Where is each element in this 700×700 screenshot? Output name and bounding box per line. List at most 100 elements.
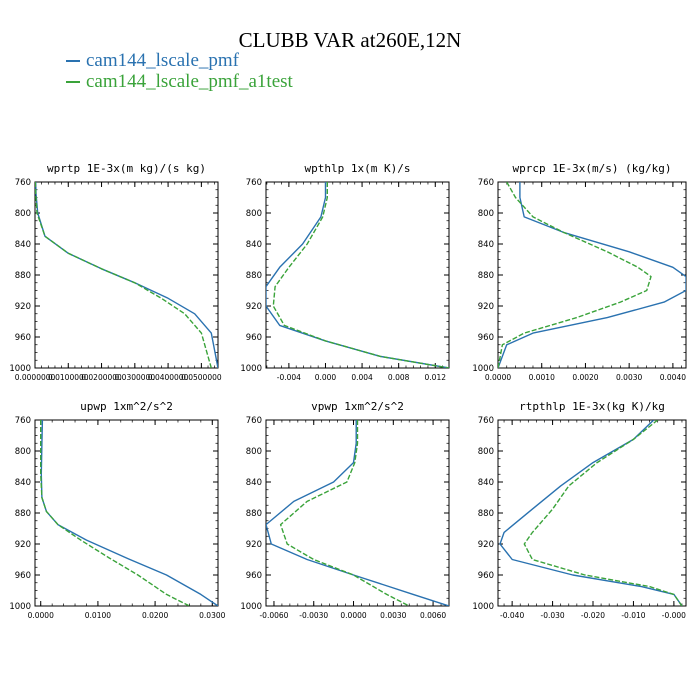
series-line-1 (498, 182, 686, 368)
y-tick-label: 1000 (240, 364, 262, 374)
y-tick-label: 960 (246, 571, 262, 581)
y-tick-label: 960 (15, 333, 31, 343)
y-tick-label: 880 (15, 271, 31, 281)
x-tick-label: 0.0060 (420, 611, 446, 620)
y-tick-label: 880 (15, 509, 31, 519)
plot-frame (34, 419, 219, 607)
x-tick-label: -0.040 (500, 611, 524, 620)
y-tick-label: 960 (478, 333, 494, 343)
y-tick-label: 840 (478, 478, 494, 488)
legend: cam144_lscale_pmf cam144_lscale_pmf_a1te… (66, 50, 293, 92)
plot-frame (265, 181, 450, 369)
x-tick-label: -0.020 (581, 611, 605, 620)
y-tick-label: 800 (246, 209, 262, 219)
series-line-1 (266, 182, 449, 368)
series-line-2 (35, 182, 212, 368)
x-tick-label: 0.0040 (660, 373, 686, 382)
x-tick-label: 0.0030 (380, 611, 406, 620)
y-tick-label: 880 (478, 271, 494, 281)
panel-title: wprtp 1E-3x(m kg)/(s kg) (47, 162, 206, 175)
x-tick-label: 0.0500000 (181, 373, 222, 382)
x-tick-label: 0.0200000 (81, 373, 122, 382)
series-line-1 (499, 420, 683, 606)
x-tick-label: 0.012 (425, 373, 447, 382)
y-tick-label: 840 (15, 240, 31, 250)
y-tick-label: 960 (15, 571, 31, 581)
x-tick-label: -0.0030 (299, 611, 328, 620)
y-tick-label: 1000 (9, 364, 31, 374)
x-tick-label: 0.0300000 (115, 373, 156, 382)
y-tick-label: 880 (246, 271, 262, 281)
y-tick-label: 840 (478, 240, 494, 250)
y-tick-label: 1000 (472, 602, 494, 612)
y-tick-label: 800 (478, 447, 494, 457)
x-tick-label: -0.010 (621, 611, 645, 620)
y-tick-label: 760 (478, 416, 494, 426)
x-tick-label: 0.0400000 (148, 373, 189, 382)
panel-2: wpthlp 1x(m K)/s 760 800 840 880 920 960 1000 -0… (240, 162, 450, 382)
y-tick-label: 920 (15, 302, 31, 312)
x-tick-label: 0.0100000 (48, 373, 89, 382)
panel-6: rtpthlp 1E-3x(kg K)/kg 760 800 840 880 920 960… (472, 400, 687, 620)
y-tick-label: 760 (478, 178, 494, 188)
legend-label-1: cam144_lscale_pmf (86, 50, 240, 71)
x-tick-label: -0.000 (662, 611, 686, 620)
plot-frame (34, 181, 219, 369)
y-tick-label: 920 (246, 302, 262, 312)
x-tick-label: -0.0060 (259, 611, 288, 620)
y-tick-label: 1000 (240, 602, 262, 612)
y-tick-label: 880 (478, 509, 494, 519)
panel-title: upwp 1xm^2/s^2 (80, 400, 173, 413)
x-tick-label: 0.008 (388, 373, 410, 382)
y-tick-label: 840 (246, 478, 262, 488)
panel-title: wpthlp 1x(m K)/s (305, 162, 411, 175)
series-line-2 (498, 182, 652, 368)
y-tick-label: 1000 (472, 364, 494, 374)
y-tick-label: 1000 (9, 602, 31, 612)
x-tick-label: 0.000 (315, 373, 337, 382)
series-line-1 (40, 420, 218, 606)
y-tick-label: 920 (478, 302, 494, 312)
series-line-1 (266, 420, 449, 606)
legend-line-1 (66, 59, 80, 62)
x-tick-label: 0.0000 (340, 611, 366, 620)
panel-5: vpwp 1xm^2/s^27608008408809209601000-0.0… (240, 400, 450, 620)
panel-title: rtpthlp 1E-3x(kg K)/kg (519, 400, 665, 413)
panel-3: wprcp 1E-3x(m/s) (kg/kg) 760 800 840 880 920 9… (472, 162, 687, 382)
legend-item-1: cam144_lscale_pmf (66, 50, 293, 71)
y-tick-label: 760 (246, 178, 262, 188)
y-tick-label: 960 (246, 333, 262, 343)
x-tick-label: 0.0010 (529, 373, 555, 382)
y-tick-label: 840 (246, 240, 262, 250)
x-tick-label: 0.0020 (572, 373, 598, 382)
y-tick-label: 840 (15, 478, 31, 488)
y-tick-label: 800 (478, 209, 494, 219)
series-line-2 (279, 420, 410, 606)
y-tick-label: 920 (15, 540, 31, 550)
x-tick-label: 0.0100 (85, 611, 111, 620)
series-line-2 (40, 420, 190, 606)
panel-title: vpwp 1xm^2/s^2 (311, 400, 404, 413)
legend-label-2: cam144_lscale_pmf_a1test (86, 71, 293, 92)
y-tick-label: 960 (478, 571, 494, 581)
y-tick-label: 920 (478, 540, 494, 550)
figure-title: CLUBB VAR at260E,12N (238, 28, 462, 52)
y-tick-label: 800 (15, 209, 31, 219)
x-tick-label: -0.004 (277, 373, 301, 382)
panel-title: wprcp 1E-3x(m/s) (kg/kg) (513, 162, 672, 175)
x-tick-label: 0.0030 (616, 373, 642, 382)
x-tick-label: 0.0300 (199, 611, 225, 620)
series-line-2 (272, 182, 449, 368)
y-tick-label: 760 (15, 416, 31, 426)
x-tick-label: -0.030 (540, 611, 564, 620)
y-tick-label: 800 (246, 447, 262, 457)
y-tick-label: 760 (15, 178, 31, 188)
y-tick-label: 760 (246, 416, 262, 426)
x-tick-label: 0.0200 (142, 611, 168, 620)
x-tick-label: 0.004 (351, 373, 373, 382)
y-tick-label: 920 (246, 540, 262, 550)
legend-item-2: cam144_lscale_pmf_a1test (66, 71, 293, 92)
plot-frame (497, 181, 687, 369)
